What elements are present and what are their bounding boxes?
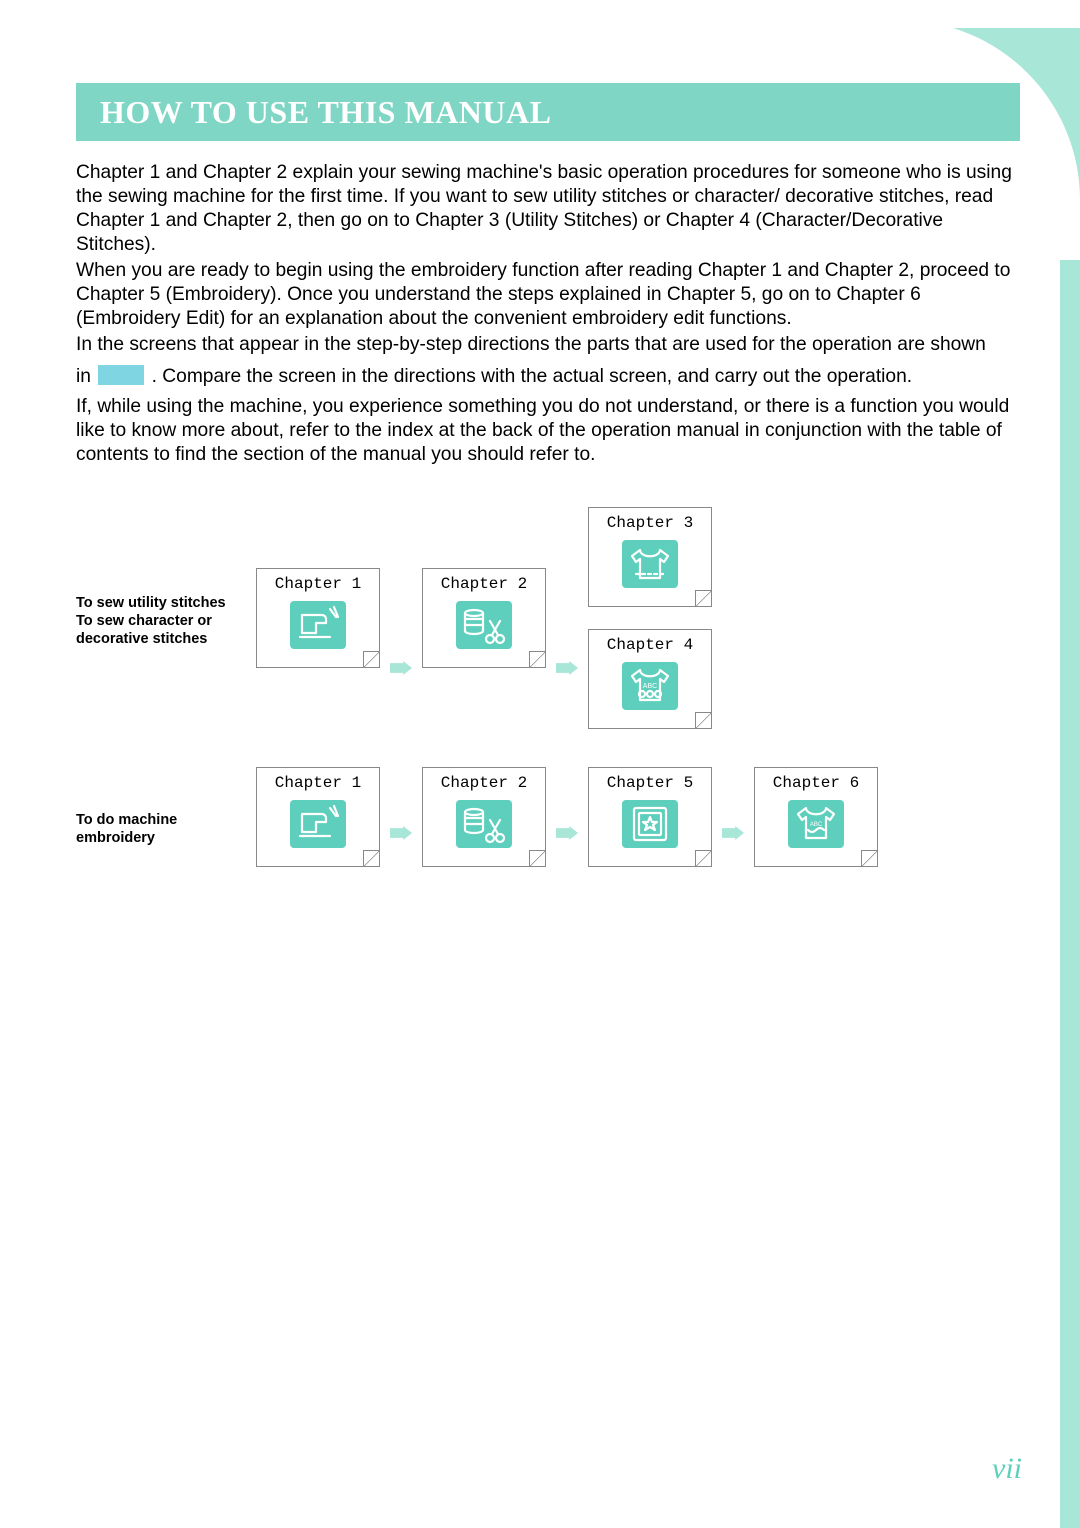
machine-icon	[290, 601, 346, 649]
paragraph-4: If, while using the machine, you experie…	[76, 395, 1020, 467]
shirt-abc-icon: ABC	[622, 662, 678, 710]
color-swatch	[98, 365, 144, 385]
chapter-box-2: Chapter 2	[422, 568, 546, 668]
chapter-caption: Chapter 2	[423, 569, 545, 597]
paragraph-3a: In the screens that appear in the step-b…	[76, 333, 1020, 357]
shirt-stitch-icon	[622, 540, 678, 588]
chapter-box-3: Chapter 3	[588, 507, 712, 607]
side-tab-strip	[1060, 260, 1080, 1528]
spool-scissors-icon	[456, 601, 512, 649]
flow-row-stitches: To sew utility stitchesTo sew character …	[76, 507, 1020, 729]
arrow-icon	[556, 826, 578, 840]
intro-text: Chapter 1 and Chapter 2 explain your sew…	[76, 161, 1020, 467]
arrow-icon	[390, 661, 412, 675]
flow-label-embroidery: To do machineembroidery	[76, 787, 256, 847]
chapter-box-5: Chapter 5	[588, 767, 712, 867]
flow-row-embroidery: To do machineembroidery Chapter 1 Chapte…	[76, 767, 1020, 867]
arrow-icon	[722, 826, 744, 840]
paragraph-1: Chapter 1 and Chapter 2 explain your sew…	[76, 161, 1020, 257]
flow-diagrams: To sew utility stitchesTo sew character …	[76, 507, 1020, 867]
paragraph-2: When you are ready to begin using the em…	[76, 259, 1020, 331]
spool-scissors-icon	[456, 800, 512, 848]
chapter-box-2b: Chapter 2	[422, 767, 546, 867]
chapter-caption: Chapter 6	[755, 768, 877, 796]
hoop-star-icon	[622, 800, 678, 848]
chapter-caption: Chapter 1	[257, 768, 379, 796]
page-title: HOW TO USE THIS MANUAL	[76, 83, 1020, 141]
shirt-design-icon: ABC	[788, 800, 844, 848]
machine-icon	[290, 800, 346, 848]
chapter-box-4: Chapter 4 ABC	[588, 629, 712, 729]
chapter-box-1b: Chapter 1	[256, 767, 380, 867]
page-number: vii	[992, 1452, 1022, 1486]
svg-text:ABC: ABC	[643, 683, 657, 690]
chapter-caption: Chapter 4	[589, 630, 711, 658]
p3b-prefix: in	[76, 366, 91, 387]
paragraph-3b: in . Compare the screen in the direction…	[76, 365, 1020, 389]
chapter-caption: Chapter 2	[423, 768, 545, 796]
chapter-caption: Chapter 3	[589, 508, 711, 536]
chapter-caption: Chapter 1	[257, 569, 379, 597]
chapter-caption: Chapter 5	[589, 768, 711, 796]
chapter-box-1: Chapter 1	[256, 568, 380, 668]
p3b-suffix: . Compare the screen in the directions w…	[152, 366, 912, 387]
arrow-icon	[390, 826, 412, 840]
flow-label-stitches: To sew utility stitchesTo sew character …	[76, 588, 256, 648]
chapter-box-6: Chapter 6 ABC	[754, 767, 878, 867]
arrow-icon	[556, 661, 578, 675]
